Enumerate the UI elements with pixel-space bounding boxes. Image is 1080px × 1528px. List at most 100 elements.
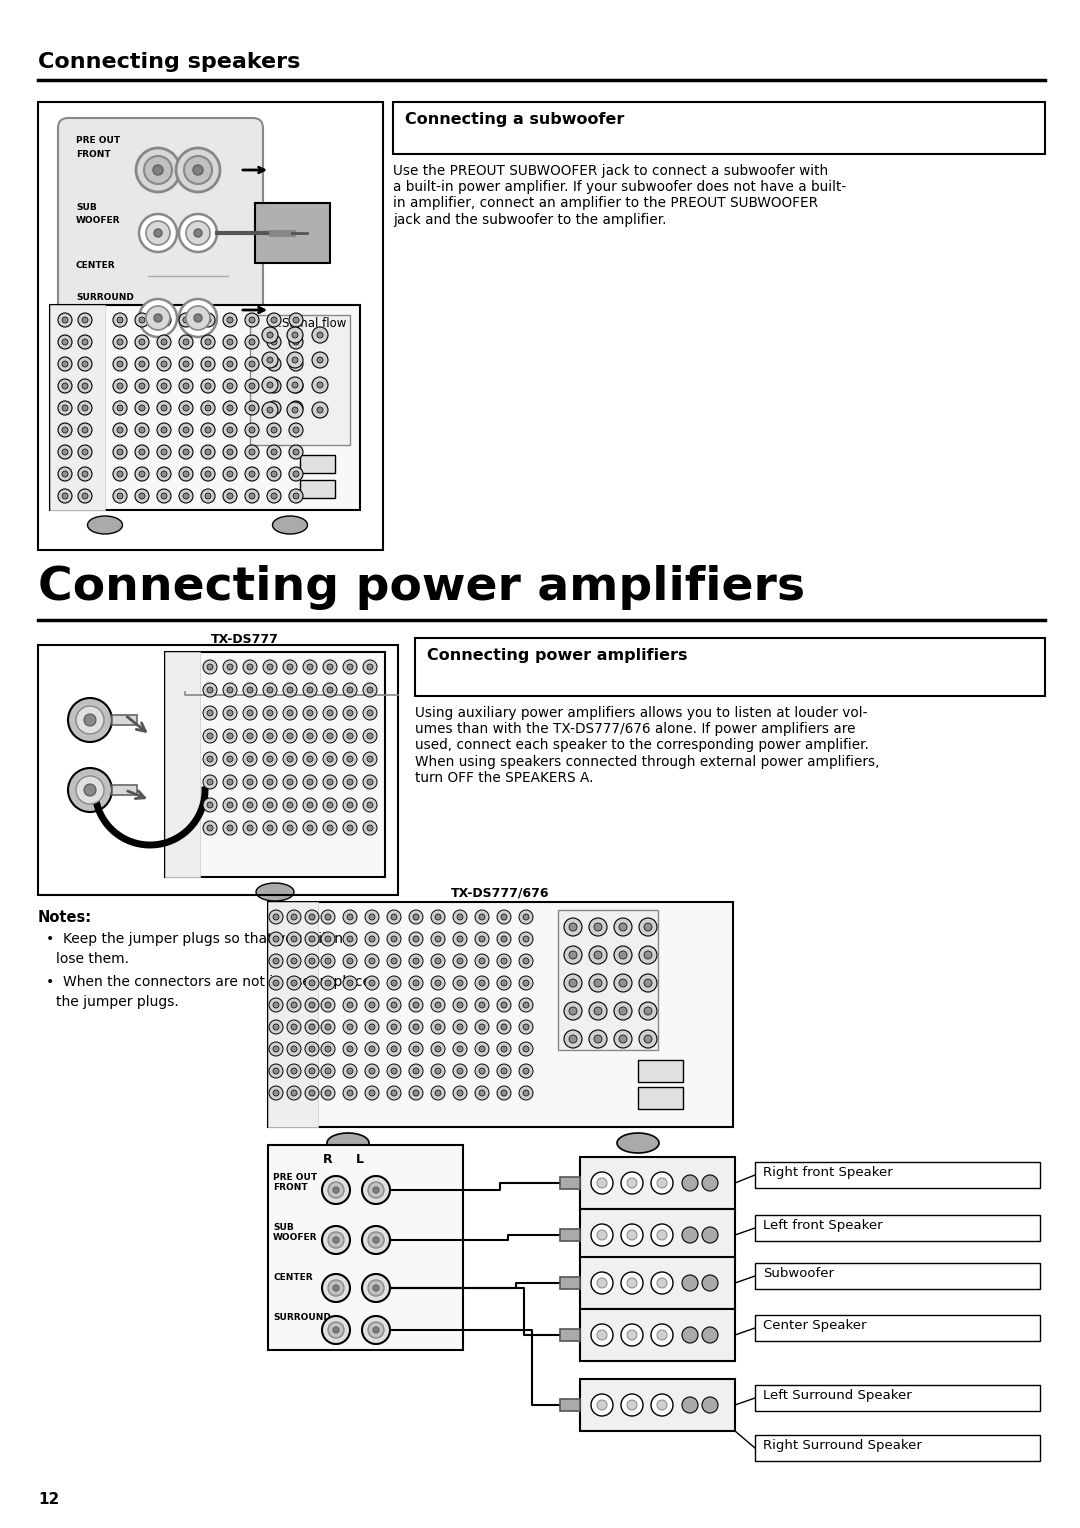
Circle shape [322,1177,350,1204]
Circle shape [289,489,303,503]
Circle shape [179,299,217,338]
Circle shape [303,821,318,834]
Circle shape [135,423,149,437]
Circle shape [58,489,72,503]
Circle shape [373,1238,379,1242]
Circle shape [305,998,319,1012]
Circle shape [328,1232,345,1248]
Circle shape [391,979,397,986]
Circle shape [702,1274,718,1291]
Circle shape [183,494,189,500]
Circle shape [387,953,401,969]
Circle shape [627,1329,637,1340]
Circle shape [619,923,627,931]
Circle shape [318,406,323,413]
Circle shape [82,339,87,345]
Circle shape [291,979,297,986]
Circle shape [183,384,189,390]
Circle shape [267,468,281,481]
Circle shape [269,1063,283,1077]
Circle shape [283,729,297,743]
Circle shape [621,1271,643,1294]
Circle shape [183,405,189,411]
Text: Right front Speaker: Right front Speaker [762,1166,893,1180]
Circle shape [347,1089,353,1096]
Circle shape [249,426,255,432]
Bar [38,645,399,895]
Circle shape [264,683,276,697]
Circle shape [309,958,315,964]
Circle shape [457,958,463,964]
Circle shape [431,911,445,924]
Circle shape [222,683,237,697]
Circle shape [245,445,259,458]
Circle shape [179,445,193,458]
Circle shape [615,946,632,964]
Circle shape [78,358,92,371]
Circle shape [227,405,233,411]
Circle shape [309,937,315,941]
Circle shape [435,1068,441,1074]
Circle shape [287,998,301,1012]
Circle shape [227,339,233,345]
Circle shape [480,1068,485,1074]
Circle shape [245,489,259,503]
Circle shape [327,802,333,808]
Circle shape [325,958,330,964]
Circle shape [497,1086,511,1100]
Circle shape [497,976,511,990]
Circle shape [343,932,357,946]
Circle shape [291,1024,297,1030]
Circle shape [318,358,323,364]
Circle shape [113,379,127,393]
Circle shape [135,445,149,458]
Circle shape [227,665,233,669]
Text: Notes:: Notes: [38,911,92,924]
Circle shape [413,1024,419,1030]
Circle shape [347,1024,353,1030]
Circle shape [205,449,211,455]
Circle shape [453,998,467,1012]
Circle shape [293,494,299,500]
Circle shape [365,953,379,969]
Circle shape [323,706,337,720]
Circle shape [627,1178,637,1187]
Circle shape [409,1021,423,1034]
Circle shape [323,729,337,743]
Circle shape [435,1047,441,1051]
Bar [561,1329,580,1342]
Circle shape [453,1021,467,1034]
Circle shape [591,1224,613,1245]
Circle shape [287,779,293,785]
Circle shape [497,1021,511,1034]
Circle shape [287,377,303,393]
Circle shape [409,998,423,1012]
Circle shape [113,489,127,503]
Circle shape [305,953,319,969]
Circle shape [161,471,167,477]
Circle shape [267,756,273,762]
Circle shape [303,798,318,811]
Circle shape [305,1063,319,1077]
Circle shape [347,802,353,808]
Circle shape [267,406,273,413]
Circle shape [343,775,357,788]
Circle shape [453,953,467,969]
Circle shape [621,1172,643,1193]
Circle shape [312,327,328,342]
Circle shape [409,953,423,969]
Circle shape [269,998,283,1012]
Circle shape [84,784,96,796]
Circle shape [269,932,283,946]
Circle shape [227,711,233,717]
Circle shape [387,998,401,1012]
Bar [165,652,384,877]
Circle shape [347,914,353,920]
Circle shape [343,660,357,674]
Circle shape [363,775,377,788]
Circle shape [322,1316,350,1345]
Circle shape [287,976,301,990]
Circle shape [247,733,253,740]
Circle shape [139,449,145,455]
Circle shape [135,400,149,416]
